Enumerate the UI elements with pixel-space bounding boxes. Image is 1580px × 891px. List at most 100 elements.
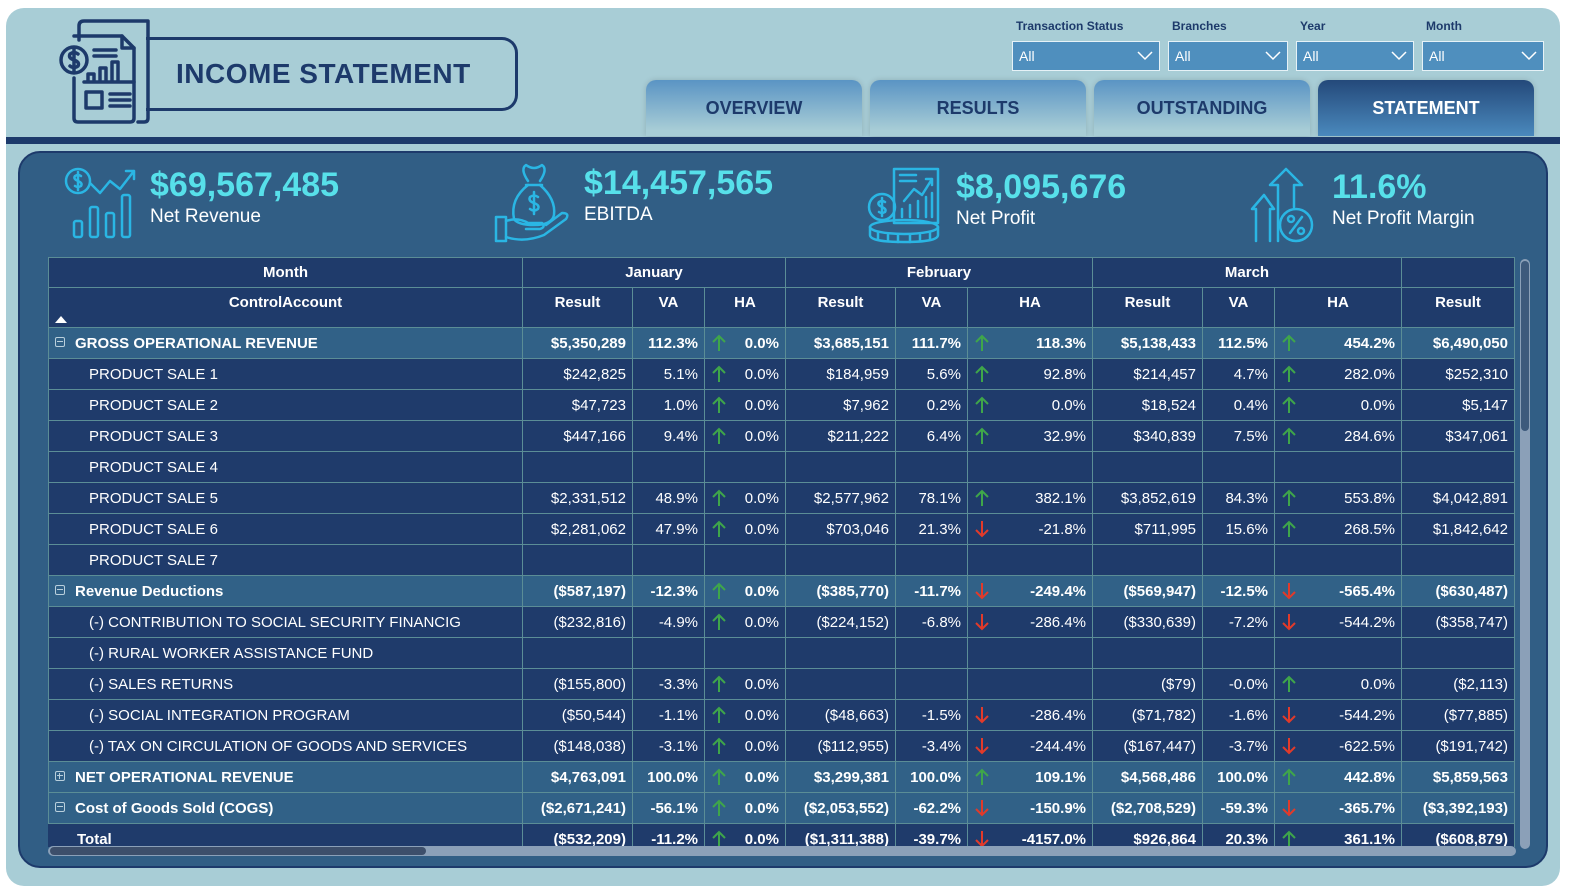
col-header-va[interactable]: VA bbox=[632, 287, 705, 328]
table-row[interactable]: (-) RURAL WORKER ASSISTANCE FUND bbox=[48, 637, 1515, 669]
ha-cell: 0.0% bbox=[704, 575, 786, 607]
page-title: INCOME STATEMENT bbox=[176, 58, 471, 89]
arrow-down-icon bbox=[1282, 614, 1296, 631]
arrow-down-icon bbox=[975, 521, 989, 538]
table-row[interactable]: PRODUCT SALE 7 bbox=[48, 544, 1515, 576]
table-row[interactable]: PRODUCT SALE 4 bbox=[48, 451, 1515, 483]
table-row[interactable]: (-) TAX ON CIRCULATION OF GOODS AND SERV… bbox=[48, 730, 1515, 762]
row-label-cell: Cost of Goods Sold (COGS) bbox=[48, 792, 523, 824]
table-row[interactable]: PRODUCT SALE 5 $2,331,512 48.9% 0.0% $2,577,… bbox=[48, 482, 1515, 514]
col-header-result[interactable]: Result bbox=[522, 287, 633, 328]
horizontal-scrollbar[interactable] bbox=[48, 846, 1516, 856]
ha-cell: 361.1% bbox=[1274, 823, 1402, 848]
table-row[interactable]: PRODUCT SALE 1 $242,825 5.1% 0.0% $184,959 5.… bbox=[48, 358, 1515, 390]
vertical-scrollbar[interactable] bbox=[1520, 259, 1530, 849]
month-header-january[interactable]: January bbox=[522, 257, 786, 288]
result-cell: $2,577,962 bbox=[785, 482, 896, 514]
dropdown-value: All bbox=[1019, 48, 1035, 64]
collapse-icon[interactable] bbox=[55, 801, 65, 812]
result-cell bbox=[1092, 637, 1203, 669]
horizontal-scrollbar-thumb[interactable] bbox=[50, 847, 426, 855]
ha-value: 0.0% bbox=[744, 737, 779, 755]
col-header-ha[interactable]: HA bbox=[967, 287, 1093, 328]
va-cell: 7.5% bbox=[1202, 420, 1275, 452]
ha-cell: 92.8% bbox=[967, 358, 1093, 390]
ha-cell: 0.0% bbox=[704, 420, 786, 452]
col-header-result[interactable]: Result bbox=[1092, 287, 1203, 328]
table-row-group[interactable]: NET OPERATIONAL REVENUE $4,763,091 100.0% 0… bbox=[48, 761, 1515, 793]
ha-cell bbox=[1274, 544, 1402, 576]
col-header-ha[interactable]: HA bbox=[1274, 287, 1402, 328]
row-label-cell: (-) SOCIAL INTEGRATION PROGRAM bbox=[48, 699, 523, 731]
collapse-icon[interactable] bbox=[55, 336, 65, 347]
ha-value: -249.4% bbox=[1030, 582, 1086, 600]
arrow-up-icon bbox=[975, 396, 989, 413]
year-dropdown[interactable]: All bbox=[1296, 41, 1414, 71]
ha-value: -244.4% bbox=[1030, 737, 1086, 755]
collapse-icon[interactable] bbox=[55, 584, 65, 595]
table-row[interactable]: PRODUCT SALE 2 $47,723 1.0% 0.0% $7,962 0.2% 0… bbox=[48, 389, 1515, 421]
col-header-va[interactable]: VA bbox=[895, 287, 968, 328]
table-row[interactable]: PRODUCT SALE 6 $2,281,062 47.9% 0.0% $703,04… bbox=[48, 513, 1515, 545]
table-row[interactable]: (-) CONTRIBUTION TO SOCIAL SECURITY FINA… bbox=[48, 606, 1515, 638]
month-header-march[interactable]: March bbox=[1092, 257, 1402, 288]
va-cell: 21.3% bbox=[895, 513, 968, 545]
result-cell: $4,763,091 bbox=[522, 761, 633, 793]
va-cell: 1.0% bbox=[632, 389, 705, 421]
tab-overview[interactable]: OVERVIEW bbox=[646, 80, 862, 136]
control-account-header[interactable]: ControlAccount bbox=[48, 287, 523, 328]
result-cell: $711,995 bbox=[1092, 513, 1203, 545]
col-header-ha[interactable]: HA bbox=[704, 287, 786, 328]
transaction-status-dropdown[interactable]: All bbox=[1012, 41, 1160, 71]
row-label: GROSS OPERATIONAL REVENUE bbox=[75, 334, 318, 352]
va-cell: 48.9% bbox=[632, 482, 705, 514]
table-row[interactable]: (-) SOCIAL INTEGRATION PROGRAM ($50,544) -… bbox=[48, 699, 1515, 731]
table-row-group[interactable]: Revenue Deductions ($587,197) -12.3% 0.0% ($… bbox=[48, 575, 1515, 607]
va-cell bbox=[1202, 637, 1275, 669]
result-cell: ($608,879) bbox=[1401, 823, 1515, 847]
tab-statement[interactable]: STATEMENT bbox=[1318, 80, 1534, 136]
ha-value: 268.5% bbox=[1344, 520, 1395, 538]
ha-cell: 0.0% bbox=[704, 730, 786, 762]
nav-tabs: OVERVIEW RESULTS OUTSTANDING STATEMENT bbox=[646, 80, 1542, 136]
kpi-net-profit: $8,095,676 Net Profit bbox=[866, 167, 1126, 245]
filter-bar: Transaction Status All Branches All Year… bbox=[1012, 17, 1552, 71]
table-row-group[interactable]: GROSS OPERATIONAL REVENUE $5,350,289 112.3… bbox=[48, 327, 1515, 359]
ha-value: 361.1% bbox=[1344, 830, 1395, 848]
va-cell bbox=[895, 668, 968, 700]
ha-value: 92.8% bbox=[1043, 365, 1086, 383]
branches-dropdown[interactable]: All bbox=[1168, 41, 1288, 71]
arrow-down-icon bbox=[975, 707, 989, 724]
col-header-result[interactable]: Result bbox=[785, 287, 896, 328]
arrow-up-icon bbox=[975, 489, 989, 506]
tab-results[interactable]: RESULTS bbox=[870, 80, 1086, 136]
va-cell: -11.2% bbox=[632, 823, 705, 847]
vertical-scrollbar-thumb[interactable] bbox=[1521, 261, 1529, 431]
tab-outstanding[interactable]: OUTSTANDING bbox=[1094, 80, 1310, 136]
table-row[interactable]: (-) SALES RETURNS ($155,800) -3.3% 0.0% ($79… bbox=[48, 668, 1515, 700]
result-cell: $214,457 bbox=[1092, 358, 1203, 390]
va-cell: -11.7% bbox=[895, 575, 968, 607]
ha-cell bbox=[704, 451, 786, 483]
money-bag-hand-icon bbox=[494, 163, 569, 243]
table-row-total[interactable]: Total ($532,209) -11.2% 0.0% ($1,311,388) -39… bbox=[48, 823, 1515, 848]
col-header-result[interactable]: Result bbox=[1401, 287, 1515, 328]
ha-cell bbox=[1274, 637, 1402, 669]
col-header-va[interactable]: VA bbox=[1202, 287, 1275, 328]
month-header-april[interactable] bbox=[1401, 257, 1515, 288]
expand-icon[interactable] bbox=[55, 770, 65, 781]
month-header-february[interactable]: February bbox=[785, 257, 1093, 288]
result-cell: $184,959 bbox=[785, 358, 896, 390]
result-cell: $4,568,486 bbox=[1092, 761, 1203, 793]
result-cell: $5,350,289 bbox=[522, 327, 633, 359]
ha-cell: 32.9% bbox=[967, 420, 1093, 452]
row-label: (-) RURAL WORKER ASSISTANCE FUND bbox=[89, 644, 374, 662]
table-row[interactable]: PRODUCT SALE 3 $447,166 9.4% 0.0% $211,222 6.… bbox=[48, 420, 1515, 452]
va-cell: 0.2% bbox=[895, 389, 968, 421]
table-row-group[interactable]: Cost of Goods Sold (COGS) ($2,671,241) -56… bbox=[48, 792, 1515, 824]
arrow-up-icon bbox=[712, 737, 726, 754]
ha-cell bbox=[704, 637, 786, 669]
month-dropdown[interactable]: All bbox=[1422, 41, 1544, 71]
chevron-down-icon bbox=[1137, 51, 1153, 61]
sort-ascending-icon[interactable] bbox=[55, 316, 67, 323]
